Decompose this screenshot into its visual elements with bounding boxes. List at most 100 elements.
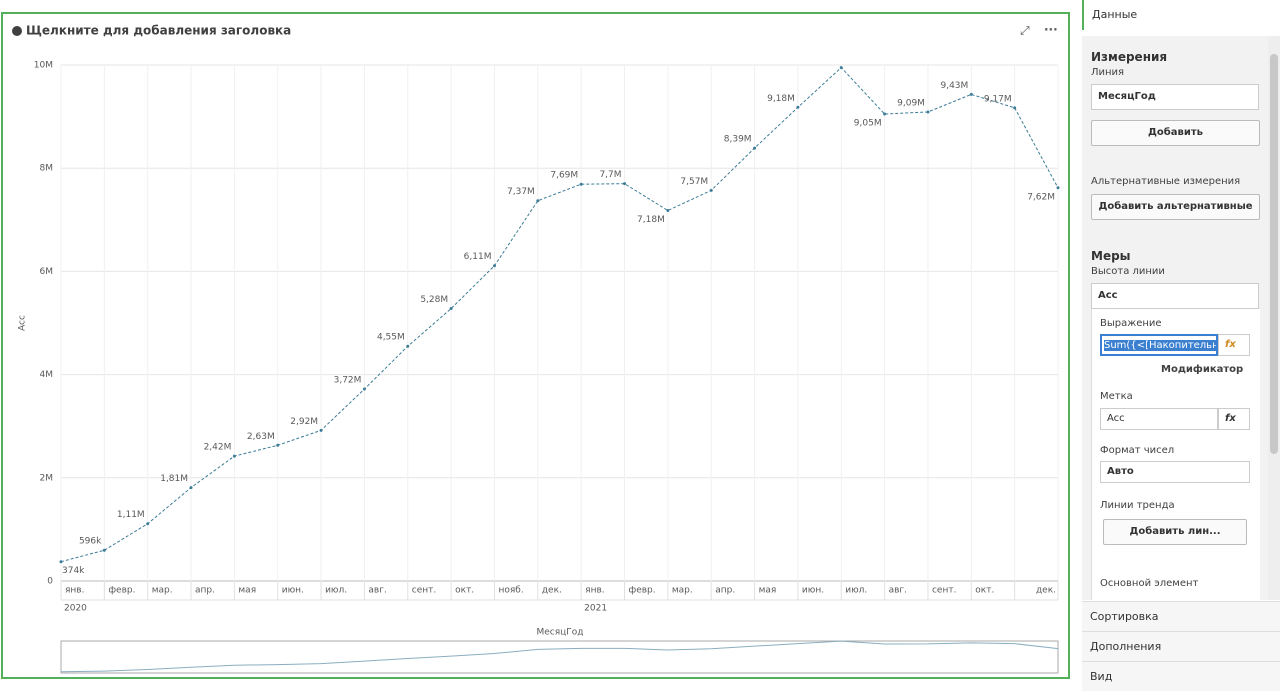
x-tick-label: июн. — [802, 586, 824, 596]
point — [232, 454, 236, 458]
measure-item[interactable]: Acc — [1091, 283, 1259, 309]
point — [276, 443, 280, 447]
x-tick-label: июл. — [325, 586, 347, 596]
data-label: 2,63M — [247, 432, 275, 442]
label: Альтернативные измерения — [1091, 176, 1241, 187]
expression-input[interactable]: Sum({<[Накопительный — [1104, 340, 1216, 351]
x-tick-label: дек. — [542, 586, 562, 596]
data-label: 7,69M — [550, 171, 578, 181]
y-tick-label: 10M — [34, 61, 53, 71]
point — [59, 560, 63, 564]
navigator-line — [60, 640, 1059, 673]
add-icon[interactable] — [12, 26, 22, 36]
fx-button[interactable]: fx — [1218, 334, 1250, 356]
label: Метка — [1100, 391, 1133, 402]
x-tick-label: июл. — [845, 586, 867, 596]
data-label: 7,18M — [637, 215, 665, 225]
data-label: 596k — [79, 537, 102, 547]
point — [406, 344, 410, 348]
section-subtitle: Линия — [1091, 67, 1125, 78]
point — [492, 264, 496, 268]
selection-frame — [1, 12, 1070, 679]
data-label: 9,17M — [984, 94, 1012, 104]
x-tick-label: июн. — [282, 586, 304, 596]
x-tick-label: нояб. — [498, 586, 523, 596]
data-label: 7,57M — [680, 177, 708, 187]
point — [753, 146, 757, 150]
y-tick-label: 4M — [40, 370, 54, 380]
add-trend-button[interactable]: Добавить лин... — [1103, 519, 1247, 545]
data-label: 9,05M — [854, 119, 882, 129]
x-tick-label: апр. — [195, 586, 215, 596]
chart-title[interactable]: Щелкните для добавления заголовка — [26, 24, 291, 38]
x-tick-label: авг. — [368, 586, 386, 596]
x-tick-label: мая — [759, 586, 777, 596]
label: Формат чисел — [1100, 445, 1175, 456]
point — [709, 188, 713, 192]
label: Выражение — [1100, 318, 1162, 329]
series-line — [60, 66, 1059, 563]
point — [796, 105, 800, 109]
data-label: 9,43M — [940, 81, 968, 91]
label: Линии тренда — [1100, 500, 1175, 511]
navigator[interactable] — [60, 640, 1059, 674]
data-label: 2,42M — [204, 443, 232, 453]
data-label: 8,39M — [724, 135, 752, 145]
scrollbar[interactable] — [1268, 36, 1280, 600]
point — [102, 548, 106, 552]
chart: Щелкните для добавления заголовка ⤢ ··· … — [1, 12, 1070, 679]
section-subtitle: Высота линии — [1091, 266, 1165, 277]
x-tick-label: сент. — [932, 586, 956, 596]
data-label: 7,62M — [1027, 192, 1055, 202]
point — [883, 112, 887, 116]
modifier-link[interactable]: Модификатор — [1161, 364, 1244, 375]
fx-button[interactable]: fx — [1218, 408, 1250, 430]
y-axis-label: Acc — [18, 315, 28, 331]
y-tick-label: 8M — [40, 164, 54, 174]
point — [969, 92, 973, 96]
data-label: 2,92M — [290, 417, 318, 427]
data-label: 6,11M — [464, 252, 492, 262]
x-tick-label: апр. — [715, 586, 735, 596]
point — [1013, 106, 1017, 110]
x-tick-label: мар. — [152, 586, 173, 596]
tab[interactable]: Сортировка — [1082, 601, 1280, 631]
data-label: 5,28M — [420, 295, 448, 305]
tab[interactable]: Данные — [1082, 0, 1280, 30]
x-tick-label: мар. — [672, 586, 693, 596]
dimension-item[interactable]: МесяцГод — [1091, 84, 1259, 110]
point — [536, 199, 540, 203]
add-button[interactable]: Добавить — [1091, 120, 1260, 146]
point — [319, 428, 323, 432]
point — [189, 486, 193, 490]
x-tick-label: янв. — [585, 586, 604, 596]
tab[interactable]: Вид — [1082, 661, 1280, 691]
point — [146, 522, 150, 526]
x-tick-label: авг. — [889, 586, 907, 596]
data-label: 1,81M — [160, 474, 188, 484]
point — [1056, 186, 1060, 190]
more-icon[interactable]: ··· — [1044, 23, 1058, 37]
y-tick-label: 2M — [40, 473, 54, 483]
point — [623, 182, 627, 186]
x-tick-label: мая — [238, 586, 256, 596]
label-input[interactable]: Acc — [1100, 408, 1218, 430]
x-tick-label: янв. — [65, 586, 84, 596]
year-label: 2020 — [64, 604, 87, 614]
add-alt-button[interactable]: Добавить альтернативные — [1091, 194, 1260, 220]
year-label: 2021 — [584, 604, 607, 614]
label: Основной элемент — [1100, 578, 1199, 589]
format-select[interactable]: Авто — [1100, 461, 1250, 483]
x-tick-label: сент. — [412, 586, 436, 596]
x-tick-label: февр. — [629, 586, 656, 596]
data-label: 7,7M — [599, 170, 621, 180]
data-label: 1,11M — [117, 510, 145, 520]
expand-icon[interactable]: ⤢ — [1019, 24, 1030, 38]
point — [926, 110, 930, 114]
x-tick-label: окт. — [975, 586, 994, 596]
point — [839, 66, 843, 70]
x-tick-label: февр. — [108, 586, 135, 596]
tab[interactable]: Дополнения — [1082, 631, 1280, 661]
y-tick-label: 6M — [40, 267, 54, 277]
